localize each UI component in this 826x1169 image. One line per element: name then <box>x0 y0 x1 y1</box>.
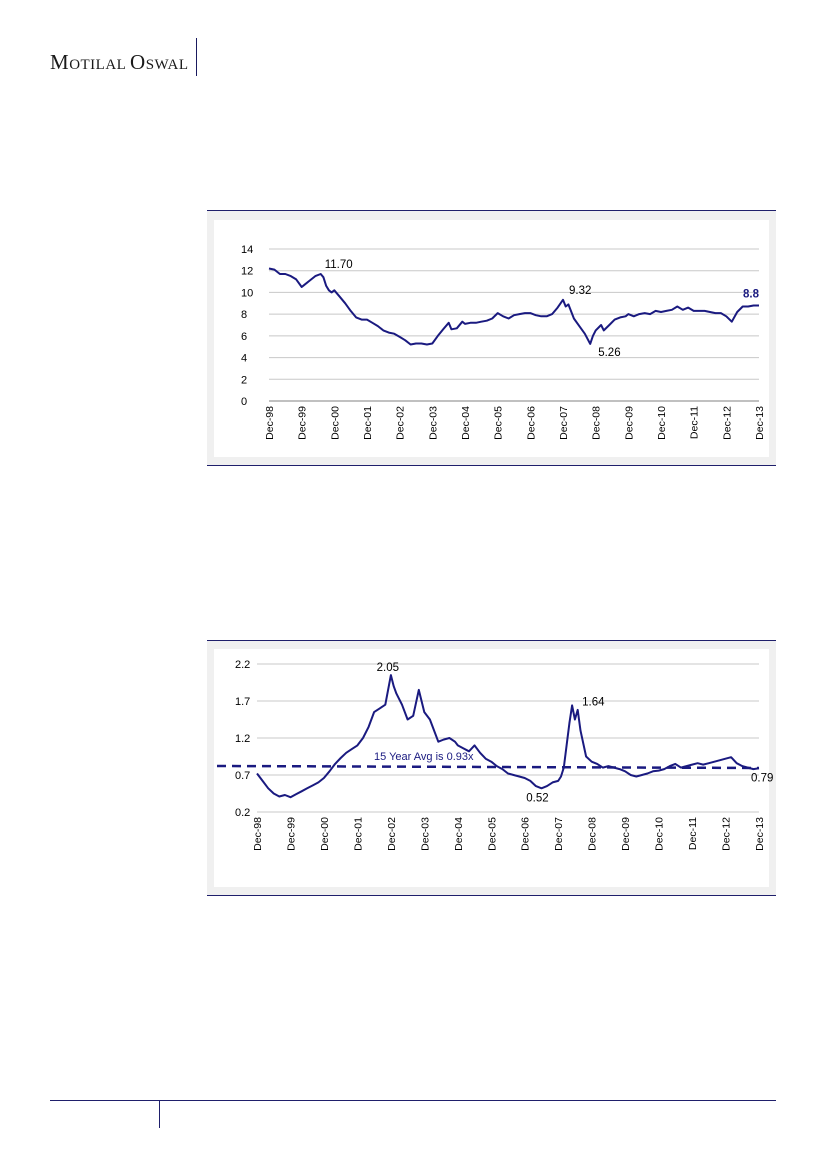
chart-2-x-tick-label: Dec-01 <box>352 817 364 851</box>
footer-divider <box>159 1100 160 1128</box>
logo-divider <box>196 38 197 76</box>
chart-1-x-tick-label: Dec-02 <box>395 406 407 440</box>
chart-2-top-rule <box>207 640 776 641</box>
chart-2-data-label: 0.52 <box>526 792 548 804</box>
chart-2-x-tick-label: Dec-08 <box>587 817 599 851</box>
chart-2-x-tick-label: Dec-02 <box>386 817 398 851</box>
chart-1-svg: 0 2 4 6 8 10 12 14 Dec-98 Dec-99 Dec-00 Dec-01 Dec-0… <box>241 244 766 440</box>
chart-2-y-tick-label: 1.2 <box>235 733 250 745</box>
chart-1-plot-area: 0 2 4 6 8 10 12 14 Dec-98 Dec-99 Dec-00 Dec-01 Dec-0… <box>214 220 769 457</box>
chart-1-data-label: 9.32 <box>569 285 591 297</box>
chart-1-x-tick-label: Dec-04 <box>460 406 472 440</box>
chart-2-bottom-rule <box>207 895 776 896</box>
chart-2-x-tick-label: Dec-10 <box>654 817 666 851</box>
chart-1-x-tick-label: Dec-09 <box>623 406 635 440</box>
chart-2-y-tick-label: 0.7 <box>235 770 250 782</box>
chart-2-x-tick-label: Dec-07 <box>553 817 565 851</box>
chart-1-x-tick-label: Dec-10 <box>656 406 668 440</box>
chart-1-y-tick-label: 12 <box>241 266 253 278</box>
chart-1-x-tick-label: Dec-07 <box>558 406 570 440</box>
chart-2-data-label: 1.64 <box>582 696 605 708</box>
chart-2-average-label: 15 Year Avg is 0.93x <box>374 751 474 763</box>
chart-1-y-tick-label: 4 <box>241 353 247 365</box>
chart-1-data-label: 5.26 <box>598 347 620 359</box>
chart-1-x-tick-label: Dec-12 <box>721 406 733 440</box>
chart-2-svg: 0.2 0.7 1.2 1.7 2.2 Dec-98 Dec-99 Dec-00 Dec-01 D… <box>216 659 773 851</box>
chart-2-x-tick-label: Dec-11 <box>687 817 699 850</box>
chart-1-y-tick-label: 8 <box>241 309 247 321</box>
chart-1-y-tick-label: 14 <box>241 244 253 256</box>
chart-2-data-label: 2.05 <box>377 662 399 674</box>
company-logo: MOTILAL OSWAL <box>50 50 189 75</box>
logo-initial-m: M <box>50 50 70 74</box>
chart-1-bottom-rule <box>207 465 776 466</box>
chart-2-data-label: 0.79 <box>751 772 773 784</box>
chart-2-plot-area: 0.2 0.7 1.2 1.7 2.2 Dec-98 Dec-99 Dec-00 Dec-01 D… <box>214 649 773 887</box>
chart-1-y-tick-label: 6 <box>241 331 247 343</box>
chart-1-y-tick-label: 0 <box>241 396 247 408</box>
chart-2-x-tick-label: Dec-13 <box>754 817 766 851</box>
chart-2-y-tick-label: 2.2 <box>235 659 250 671</box>
chart-2-series-line <box>256 674 760 799</box>
logo-word-1: OTILAL <box>69 57 126 73</box>
chart-1-data-label: 11.70 <box>325 259 353 271</box>
chart-2-x-tick-label: Dec-12 <box>721 817 733 851</box>
chart-1-x-tick-label: Dec-99 <box>297 406 309 440</box>
chart-1-data-label: 8.8 <box>743 288 760 300</box>
chart-2-frame: 0.2 0.7 1.2 1.7 2.2 Dec-98 Dec-99 Dec-00 Dec-01 D… <box>207 640 776 896</box>
chart-1-x-tick-label: Dec-98 <box>264 406 276 440</box>
chart-2-x-tick-label: Dec-05 <box>486 817 498 851</box>
chart-1-y-tick-label: 10 <box>241 287 253 299</box>
chart-2-x-tick-label: Dec-99 <box>285 817 297 851</box>
chart-2-x-tick-label: Dec-00 <box>319 817 331 851</box>
chart-2-x-tick-label: Dec-09 <box>620 817 632 851</box>
chart-1-series-line <box>268 267 759 346</box>
chart-1-x-tick-label: Dec-00 <box>329 406 341 440</box>
chart-1-y-tick-label: 2 <box>241 374 247 386</box>
chart-1-x-tick-label: Dec-05 <box>493 406 505 440</box>
chart-1-x-tick-label: Dec-06 <box>525 406 537 440</box>
footer-rule <box>50 1100 776 1101</box>
chart-1-x-tick-label: Dec-13 <box>754 406 766 440</box>
chart-2-x-tick-label: Dec-98 <box>252 817 264 851</box>
logo-word-2: SWAL <box>145 57 189 73</box>
chart-1-x-tick-label: Dec-08 <box>591 406 603 440</box>
chart-1-x-tick-label: Dec-11 <box>689 406 701 439</box>
chart-2-y-tick-label: 1.7 <box>235 696 250 708</box>
chart-1-x-tick-label: Dec-03 <box>427 406 439 440</box>
chart-2-y-tick-label: 0.2 <box>235 807 250 819</box>
chart-1-x-tick-label: Dec-01 <box>362 406 374 440</box>
chart-1-frame: 0 2 4 6 8 10 12 14 Dec-98 Dec-99 Dec-00 Dec-01 Dec-0… <box>207 210 776 466</box>
chart-2-x-tick-label: Dec-04 <box>453 817 465 851</box>
chart-2-x-tick-label: Dec-03 <box>419 817 431 851</box>
chart-2-x-tick-label: Dec-06 <box>520 817 532 851</box>
logo-initial-o: O <box>130 50 146 74</box>
chart-1-top-rule <box>207 210 776 211</box>
